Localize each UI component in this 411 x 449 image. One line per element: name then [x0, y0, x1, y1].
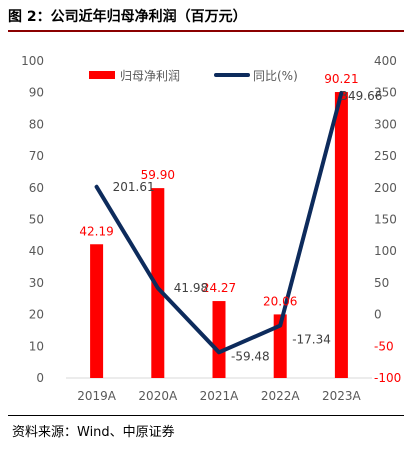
bar-data-label: 42.19	[79, 224, 113, 238]
line-data-label: 349.66	[340, 89, 382, 103]
line-data-label: -59.48	[231, 349, 270, 363]
bar	[90, 244, 104, 378]
title-rule	[8, 30, 404, 32]
x-tick-label: 2019A	[77, 389, 117, 403]
bar	[334, 92, 348, 378]
legend-bar-swatch	[89, 71, 115, 79]
left-axis-ticks: 0 10 20 30 40 50 60 70 80 90 100	[21, 54, 44, 385]
right-tick-label: 350	[374, 86, 397, 100]
left-tick-label: 90	[29, 86, 44, 100]
bar-data-labels: 42.19 59.90 24.27 20.06 90.21	[79, 72, 358, 308]
left-tick-label: 70	[29, 149, 44, 163]
right-tick-label: 300	[374, 117, 397, 131]
figure-title: 图 2：公司近年归母净利润（百万元）	[8, 9, 247, 25]
right-tick-label: 50	[374, 276, 389, 290]
bar-data-label: 20.06	[263, 294, 297, 308]
left-tick-label: 30	[29, 276, 44, 290]
legend: 归母净利润 同比(%)	[89, 69, 298, 83]
right-tick-label: -50	[374, 339, 394, 353]
bar-data-label: 24.27	[202, 281, 236, 295]
line-data-labels: 201.61 41.98 -59.48 -17.34 349.66	[113, 89, 383, 363]
right-tick-label: 0	[374, 308, 382, 322]
source-note: 资料来源：Wind、中原证券	[12, 425, 175, 440]
legend-bar-label: 归母净利润	[120, 69, 180, 83]
left-tick-label: 20	[29, 308, 44, 322]
right-axis-ticks: -100 -50 0 50 100 150 200 250 300 350 400	[374, 54, 401, 385]
right-tick-label: -100	[374, 371, 401, 385]
left-tick-label: 100	[21, 54, 44, 68]
legend-line-label: 同比(%)	[253, 69, 298, 83]
bar	[151, 188, 165, 378]
bar-data-label: 59.90	[141, 168, 175, 182]
line-series	[94, 90, 344, 355]
bar	[212, 301, 226, 378]
bar-series	[90, 92, 348, 378]
right-tick-label: 100	[374, 244, 397, 258]
right-tick-label: 400	[374, 54, 397, 68]
right-tick-label: 150	[374, 213, 397, 227]
line-data-label: 41.98	[174, 281, 208, 295]
bar	[273, 314, 287, 378]
bar-data-label: 90.21	[324, 72, 358, 86]
x-tick-label: 2022A	[261, 389, 301, 403]
x-tick-label: 2020A	[138, 389, 178, 403]
left-tick-label: 60	[29, 181, 44, 195]
line-data-label: -17.34	[292, 333, 331, 347]
x-tick-label: 2023A	[322, 389, 362, 403]
yoy-line	[94, 90, 344, 355]
line-data-label: 201.61	[113, 180, 155, 194]
left-tick-label: 50	[29, 213, 44, 227]
right-tick-label: 250	[374, 149, 397, 163]
x-axis-ticks: 2019A 2020A 2021A 2022A 2023A	[77, 389, 361, 403]
left-tick-label: 0	[36, 371, 44, 385]
left-tick-label: 40	[29, 244, 44, 258]
source-rule	[8, 415, 404, 416]
left-tick-label: 80	[29, 117, 44, 131]
left-tick-label: 10	[29, 339, 44, 353]
right-tick-label: 200	[374, 181, 397, 195]
x-tick-label: 2021A	[200, 389, 240, 403]
